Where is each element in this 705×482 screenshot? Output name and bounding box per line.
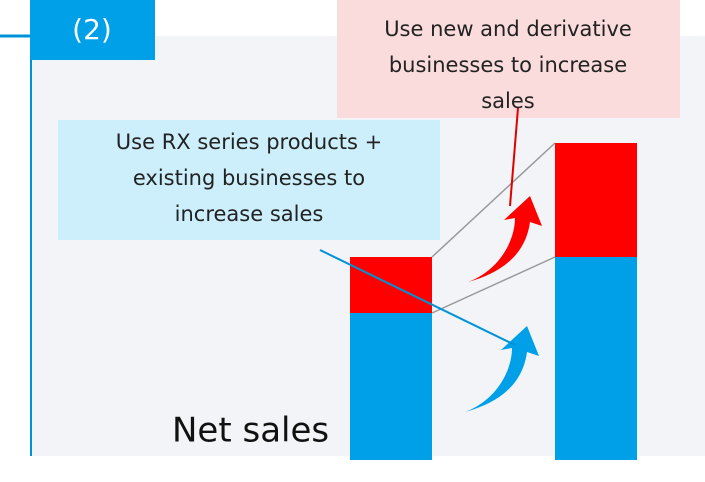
bar-segment	[555, 257, 637, 460]
bar-segment	[350, 313, 432, 460]
callout-line: Use RX series products +	[116, 130, 382, 154]
arrow	[465, 326, 539, 412]
callout-box	[337, 0, 680, 118]
header-label: (2)	[72, 13, 112, 46]
connector	[431, 256, 556, 314]
callout-text: Use new and derivative businesses to incr…	[384, 17, 632, 113]
pointer-line	[319, 249, 516, 346]
pointer-line	[509, 107, 519, 207]
header-box	[30, 0, 155, 60]
callout-line: increase sales	[175, 202, 324, 226]
bar-segment	[555, 143, 637, 257]
callout-line: Use new and derivative	[384, 17, 632, 41]
connector	[431, 142, 556, 258]
callout-box	[58, 120, 440, 240]
callout-text: Use RX series products + existing busines…	[116, 130, 382, 226]
callout-line: existing businesses to	[133, 166, 365, 190]
bar-label: Net sales	[172, 411, 329, 451]
arrow	[468, 196, 542, 282]
callout-line: sales	[481, 89, 535, 113]
callout-line: businesses to increase	[389, 53, 627, 77]
